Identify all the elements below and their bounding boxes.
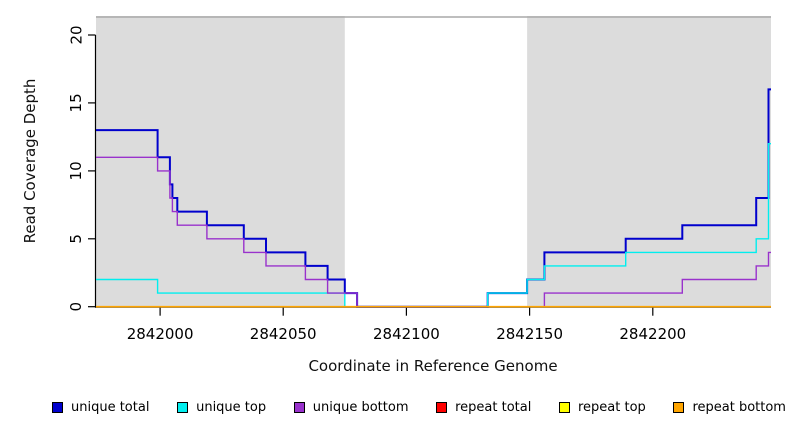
legend-item-unique-bottom: unique bottom bbox=[293, 399, 409, 415]
y-tick-label: 15 bbox=[67, 93, 85, 112]
legend-label: unique total bbox=[71, 399, 150, 415]
legend-label: repeat top bbox=[578, 399, 646, 415]
legend-swatch-icon bbox=[673, 401, 685, 413]
x-tick-label: 2842000 bbox=[127, 325, 194, 343]
legend-swatch-icon bbox=[436, 401, 448, 413]
legend-swatch-icon bbox=[293, 401, 305, 413]
shaded-region bbox=[96, 16, 345, 308]
chart-legend: unique total unique top unique bottom repea… bbox=[52, 397, 786, 417]
x-axis-title: Coordinate in Reference Genome bbox=[308, 357, 558, 375]
y-tick-label: 5 bbox=[67, 234, 85, 244]
legend-item-repeat-bottom: repeat bottom bbox=[673, 400, 786, 415]
legend-swatch-icon bbox=[52, 401, 63, 413]
series-line-unique-total bbox=[96, 88, 771, 308]
legend-item-repeat-total: repeat total bbox=[436, 400, 531, 415]
shaded-region bbox=[527, 16, 771, 308]
legend-item-unique-top: unique top bbox=[177, 400, 266, 415]
series-line-unique-top bbox=[96, 143, 771, 308]
legend-swatch-icon bbox=[559, 401, 570, 413]
x-tick-label: 2842200 bbox=[619, 325, 686, 343]
x-tick-label: 2842100 bbox=[373, 325, 440, 343]
y-tick-label: 0 bbox=[67, 302, 85, 312]
y-axis-title: Read Coverage Depth bbox=[21, 78, 39, 244]
legend-item-unique-total: unique total bbox=[52, 400, 149, 415]
x-tick-label: 2842050 bbox=[250, 325, 317, 343]
legend-item-repeat-top: repeat top bbox=[559, 400, 646, 415]
legend-label: repeat bottom bbox=[692, 399, 786, 415]
x-tick-label: 2842150 bbox=[496, 325, 563, 343]
series-line-unique-bottom bbox=[96, 156, 771, 308]
y-tick-label: 10 bbox=[67, 161, 85, 180]
legend-label: unique top bbox=[196, 399, 267, 415]
legend-swatch-icon bbox=[177, 401, 189, 413]
legend-label: unique bottom bbox=[312, 399, 409, 415]
y-tick-label: 20 bbox=[67, 25, 85, 44]
legend-label: repeat total bbox=[455, 399, 532, 415]
